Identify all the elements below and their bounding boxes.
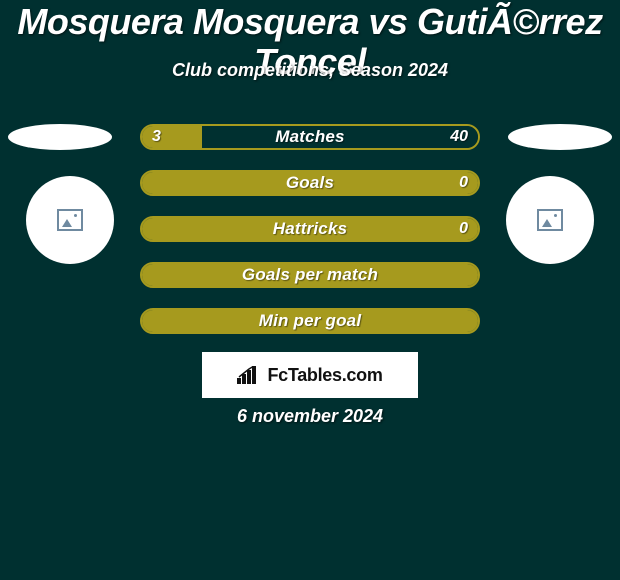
stat-bar: Min per goal (140, 308, 480, 334)
comparison-card: Mosquera Mosquera vs GutiÃ©rrez Toncel C… (0, 0, 620, 580)
placeholder-image-icon (57, 209, 83, 231)
stat-bar: Hattricks0 (140, 216, 480, 242)
fctables-logo-icon (237, 366, 261, 384)
logo-text: FcTables.com (267, 365, 382, 386)
flag-left (8, 124, 112, 150)
bar-value-right: 40 (450, 126, 468, 148)
bar-label: Goals (142, 172, 478, 194)
bar-label: Hattricks (142, 218, 478, 240)
bar-label: Matches (142, 126, 478, 148)
stat-bar: Goals per match (140, 262, 480, 288)
flag-right (508, 124, 612, 150)
stat-bar: Goals0 (140, 170, 480, 196)
subtitle: Club competitions, Season 2024 (0, 60, 620, 81)
avatar-left (26, 176, 114, 264)
stat-bar: Matches3 40 (140, 124, 480, 150)
avatar-right (506, 176, 594, 264)
date-label: 6 november 2024 (0, 406, 620, 427)
bar-value-right: 0 (459, 218, 468, 240)
bar-value-left: 3 (152, 126, 161, 148)
bar-value-right: 0 (459, 172, 468, 194)
bar-label: Goals per match (142, 264, 478, 286)
placeholder-image-icon (537, 209, 563, 231)
logo-box: FcTables.com (202, 352, 418, 398)
stat-bars: Matches340Goals0Hattricks0Goals per matc… (140, 124, 480, 354)
bar-label: Min per goal (142, 310, 478, 332)
